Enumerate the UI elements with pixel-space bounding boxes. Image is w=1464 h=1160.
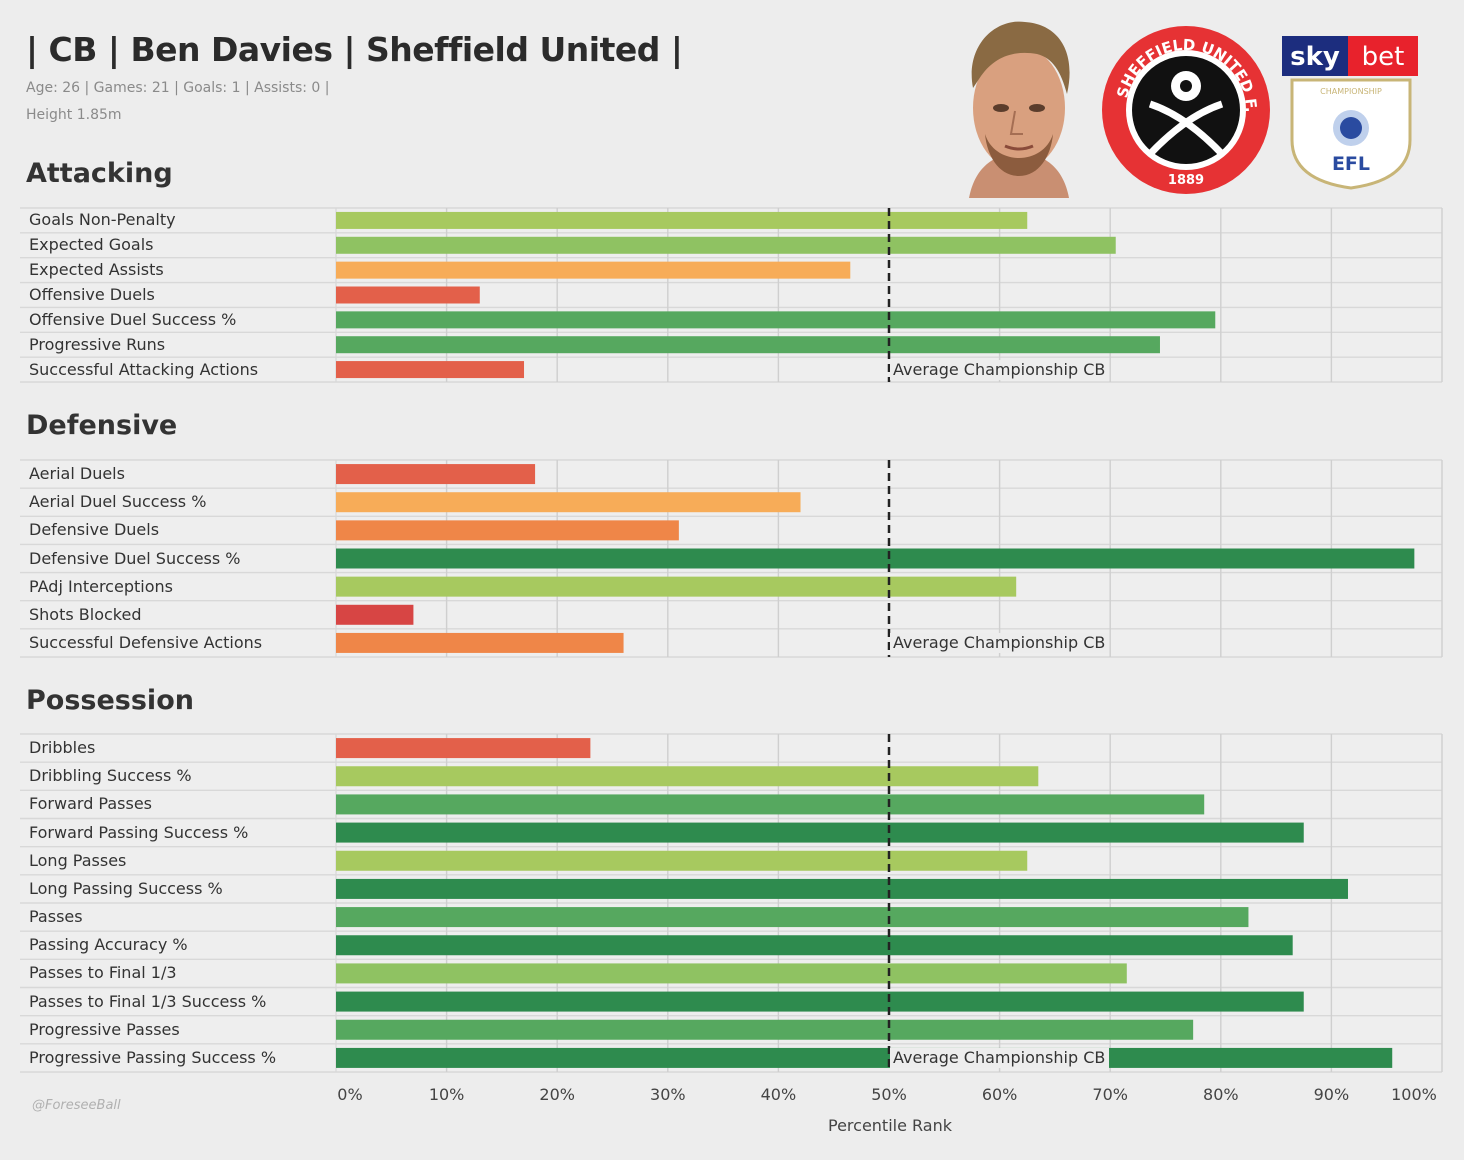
x-axis-title: Percentile Rank <box>828 1116 952 1135</box>
x-tick-label: 40% <box>760 1085 797 1104</box>
bar-attacking-3 <box>336 286 480 304</box>
metric-label: Expected Assists <box>29 260 164 280</box>
bar-defensive-1 <box>336 492 801 513</box>
metric-label: Passes <box>29 907 83 927</box>
metric-label: Dribbles <box>29 738 96 758</box>
average-reference-label: Average Championship CB <box>890 632 1110 653</box>
player-height-line: Height 1.85m <box>26 107 122 123</box>
metric-label: Offensive Duels <box>29 285 155 304</box>
bar-attacking-0 <box>336 211 1028 229</box>
bar-possession-11 <box>336 1047 1393 1068</box>
bar-defensive-5 <box>336 604 414 625</box>
section-title-defensive: Defensive <box>26 410 178 441</box>
x-tick-label: 20% <box>539 1085 575 1104</box>
x-tick-label: 70% <box>1092 1085 1128 1104</box>
x-tick-label: 30% <box>650 1085 686 1104</box>
panel-background <box>20 208 1442 382</box>
bar-attacking-1 <box>336 236 1116 254</box>
league-efl-text: EFL <box>1332 153 1370 175</box>
metric-label: Aerial Duel Success % <box>29 492 207 512</box>
player-stats-line: Age: 26 | Games: 21 | Goals: 1 | Assists… <box>26 80 330 96</box>
x-tick-label: 100% <box>1391 1085 1437 1104</box>
metric-label: Progressive Passes <box>29 1019 180 1039</box>
crest-year: 1889 <box>1168 173 1204 188</box>
metric-label: Offensive Duel Success % <box>29 309 237 329</box>
bar-possession-2 <box>336 794 1205 815</box>
metric-label: Passes to Final 1/3 <box>29 963 177 983</box>
metric-label: Dribbling Success % <box>29 766 192 786</box>
bar-possession-9 <box>336 991 1304 1012</box>
bar-attacking-6 <box>336 361 525 379</box>
metric-label: Expected Goals <box>29 235 154 255</box>
bar-possession-6 <box>336 907 1249 928</box>
metric-label: Long Passes <box>29 850 127 870</box>
league-championship-text: CHAMPIONSHIP <box>1320 87 1382 96</box>
bar-attacking-5 <box>336 336 1160 354</box>
bar-defensive-6 <box>336 632 624 653</box>
metric-label: PAdj Interceptions <box>29 576 173 596</box>
bar-attacking-2 <box>336 261 851 279</box>
club-crest-logo: SHEFFIELD UNITED F.C. 1889 <box>1100 24 1270 194</box>
metric-label: Defensive Duels <box>29 520 160 540</box>
bar-possession-4 <box>336 850 1028 871</box>
x-tick-label: 60% <box>981 1085 1018 1104</box>
x-tick-label: 90% <box>1313 1085 1350 1104</box>
metric-label: Defensive Duel Success % <box>29 548 241 568</box>
section-title-attacking: Attacking <box>26 158 173 189</box>
metric-label: Forward Passes <box>29 794 153 814</box>
metric-label: Long Passing Success % <box>29 878 223 898</box>
page-title: | CB | Ben Davies | Sheffield United | <box>26 30 683 69</box>
bar-attacking-4 <box>336 311 1216 329</box>
metric-label: Shots Blocked <box>29 604 142 624</box>
bar-possession-5 <box>336 878 1348 899</box>
x-tick-label: 10% <box>428 1085 465 1104</box>
bar-possession-7 <box>336 935 1293 956</box>
section-title-possession: Possession <box>26 685 194 716</box>
x-tick-label: 0% <box>337 1085 363 1104</box>
league-sky-text: sky <box>1290 42 1340 72</box>
bar-possession-0 <box>336 738 591 759</box>
average-reference-label: Average Championship CB <box>890 359 1110 380</box>
metric-label: Aerial Duels <box>29 464 125 484</box>
x-tick-label: 80% <box>1203 1085 1239 1104</box>
league-logo: sky bet CHAMPIONSHIP EFL <box>1282 36 1418 190</box>
bar-defensive-3 <box>336 548 1415 569</box>
metric-label: Successful Attacking Actions <box>29 359 259 379</box>
metric-label: Progressive Passing Success % <box>29 1047 277 1067</box>
bar-possession-3 <box>336 822 1304 843</box>
metric-label: Progressive Runs <box>29 334 166 354</box>
author-watermark: @ForeseeBall <box>32 1098 121 1113</box>
league-bet-text: bet <box>1362 42 1405 72</box>
metric-label: Goals Non-Penalty <box>29 210 176 230</box>
bar-possession-8 <box>336 963 1127 984</box>
x-tick-label: 50% <box>871 1085 907 1104</box>
metric-label: Passing Accuracy % <box>29 935 188 955</box>
bar-possession-10 <box>336 1019 1194 1040</box>
bar-defensive-2 <box>336 520 679 541</box>
metric-label: Passes to Final 1/3 Success % <box>29 991 267 1011</box>
bar-defensive-0 <box>336 464 536 485</box>
metric-label: Successful Defensive Actions <box>29 632 263 652</box>
metric-label: Forward Passing Success % <box>29 822 249 842</box>
bar-possession-1 <box>336 766 1039 787</box>
average-reference-label: Average Championship CB <box>890 1047 1110 1068</box>
player-photo <box>955 16 1083 198</box>
bar-defensive-4 <box>336 576 1017 597</box>
